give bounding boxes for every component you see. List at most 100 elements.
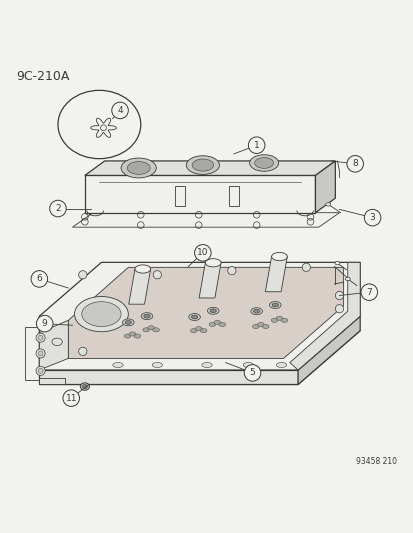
Circle shape xyxy=(363,209,380,226)
Ellipse shape xyxy=(82,384,87,389)
Polygon shape xyxy=(85,161,335,175)
Ellipse shape xyxy=(253,309,259,313)
Circle shape xyxy=(38,368,43,373)
Ellipse shape xyxy=(257,322,263,327)
Circle shape xyxy=(78,271,87,279)
Polygon shape xyxy=(39,378,65,384)
Ellipse shape xyxy=(242,362,253,368)
Ellipse shape xyxy=(250,308,262,314)
Polygon shape xyxy=(39,330,359,384)
Circle shape xyxy=(36,366,45,375)
Ellipse shape xyxy=(135,265,150,273)
Polygon shape xyxy=(128,269,150,304)
Text: 8: 8 xyxy=(351,159,357,168)
Circle shape xyxy=(335,304,343,313)
Ellipse shape xyxy=(152,362,162,368)
Circle shape xyxy=(194,245,211,261)
Circle shape xyxy=(248,137,264,154)
Polygon shape xyxy=(289,262,359,370)
Ellipse shape xyxy=(334,262,339,265)
Ellipse shape xyxy=(147,326,154,330)
Ellipse shape xyxy=(141,313,152,320)
Ellipse shape xyxy=(190,329,197,333)
Ellipse shape xyxy=(191,315,197,319)
Polygon shape xyxy=(68,268,343,358)
Text: 2: 2 xyxy=(55,204,61,213)
Polygon shape xyxy=(85,175,315,213)
Ellipse shape xyxy=(142,328,149,332)
Circle shape xyxy=(36,349,45,358)
Ellipse shape xyxy=(200,329,206,333)
Circle shape xyxy=(38,335,43,340)
Ellipse shape xyxy=(186,156,219,174)
Polygon shape xyxy=(265,256,287,292)
Circle shape xyxy=(227,266,235,275)
Ellipse shape xyxy=(214,320,220,325)
Polygon shape xyxy=(100,125,106,131)
Polygon shape xyxy=(199,263,221,298)
Ellipse shape xyxy=(271,253,287,261)
Ellipse shape xyxy=(195,327,202,330)
Ellipse shape xyxy=(81,302,121,327)
Text: 4: 4 xyxy=(117,106,123,115)
Circle shape xyxy=(36,333,45,342)
Ellipse shape xyxy=(112,362,123,368)
Circle shape xyxy=(153,271,161,279)
Ellipse shape xyxy=(344,277,349,280)
Ellipse shape xyxy=(269,302,280,309)
Polygon shape xyxy=(90,118,116,138)
Text: 5: 5 xyxy=(249,368,255,377)
Ellipse shape xyxy=(218,322,225,327)
Ellipse shape xyxy=(262,325,268,329)
Text: 6: 6 xyxy=(36,274,42,284)
Ellipse shape xyxy=(152,328,159,332)
Ellipse shape xyxy=(209,322,215,327)
Ellipse shape xyxy=(127,161,150,174)
Circle shape xyxy=(38,351,43,356)
Ellipse shape xyxy=(125,320,131,324)
Ellipse shape xyxy=(209,309,216,313)
Ellipse shape xyxy=(80,383,89,390)
Ellipse shape xyxy=(143,314,150,318)
Ellipse shape xyxy=(249,155,278,171)
Ellipse shape xyxy=(276,362,286,368)
Ellipse shape xyxy=(254,158,273,168)
Text: 10: 10 xyxy=(197,248,208,257)
Ellipse shape xyxy=(252,325,259,329)
Circle shape xyxy=(31,271,47,287)
Ellipse shape xyxy=(205,259,221,267)
Polygon shape xyxy=(39,262,359,370)
Text: 7: 7 xyxy=(366,288,371,297)
Ellipse shape xyxy=(129,332,135,336)
Ellipse shape xyxy=(52,338,62,345)
Polygon shape xyxy=(39,370,297,384)
Polygon shape xyxy=(25,327,56,381)
Ellipse shape xyxy=(325,203,330,206)
Ellipse shape xyxy=(275,316,282,320)
Text: 3: 3 xyxy=(369,213,375,222)
Ellipse shape xyxy=(122,319,134,326)
Circle shape xyxy=(301,263,310,271)
Polygon shape xyxy=(72,213,339,227)
Ellipse shape xyxy=(121,158,156,178)
Text: 9C-210A: 9C-210A xyxy=(17,70,70,83)
Ellipse shape xyxy=(192,159,213,171)
Text: 1: 1 xyxy=(253,141,259,150)
Circle shape xyxy=(360,284,377,301)
Ellipse shape xyxy=(134,334,140,338)
Ellipse shape xyxy=(188,313,200,320)
Circle shape xyxy=(50,200,66,217)
Circle shape xyxy=(346,156,363,172)
Polygon shape xyxy=(315,161,335,213)
Circle shape xyxy=(112,102,128,119)
Ellipse shape xyxy=(124,334,131,338)
Ellipse shape xyxy=(271,318,277,322)
Circle shape xyxy=(335,292,343,300)
Text: 9: 9 xyxy=(42,319,47,328)
Text: 93458 210: 93458 210 xyxy=(356,457,396,466)
Ellipse shape xyxy=(280,318,287,322)
Circle shape xyxy=(36,316,53,332)
Ellipse shape xyxy=(202,362,212,368)
Polygon shape xyxy=(297,316,359,384)
Polygon shape xyxy=(39,320,68,370)
